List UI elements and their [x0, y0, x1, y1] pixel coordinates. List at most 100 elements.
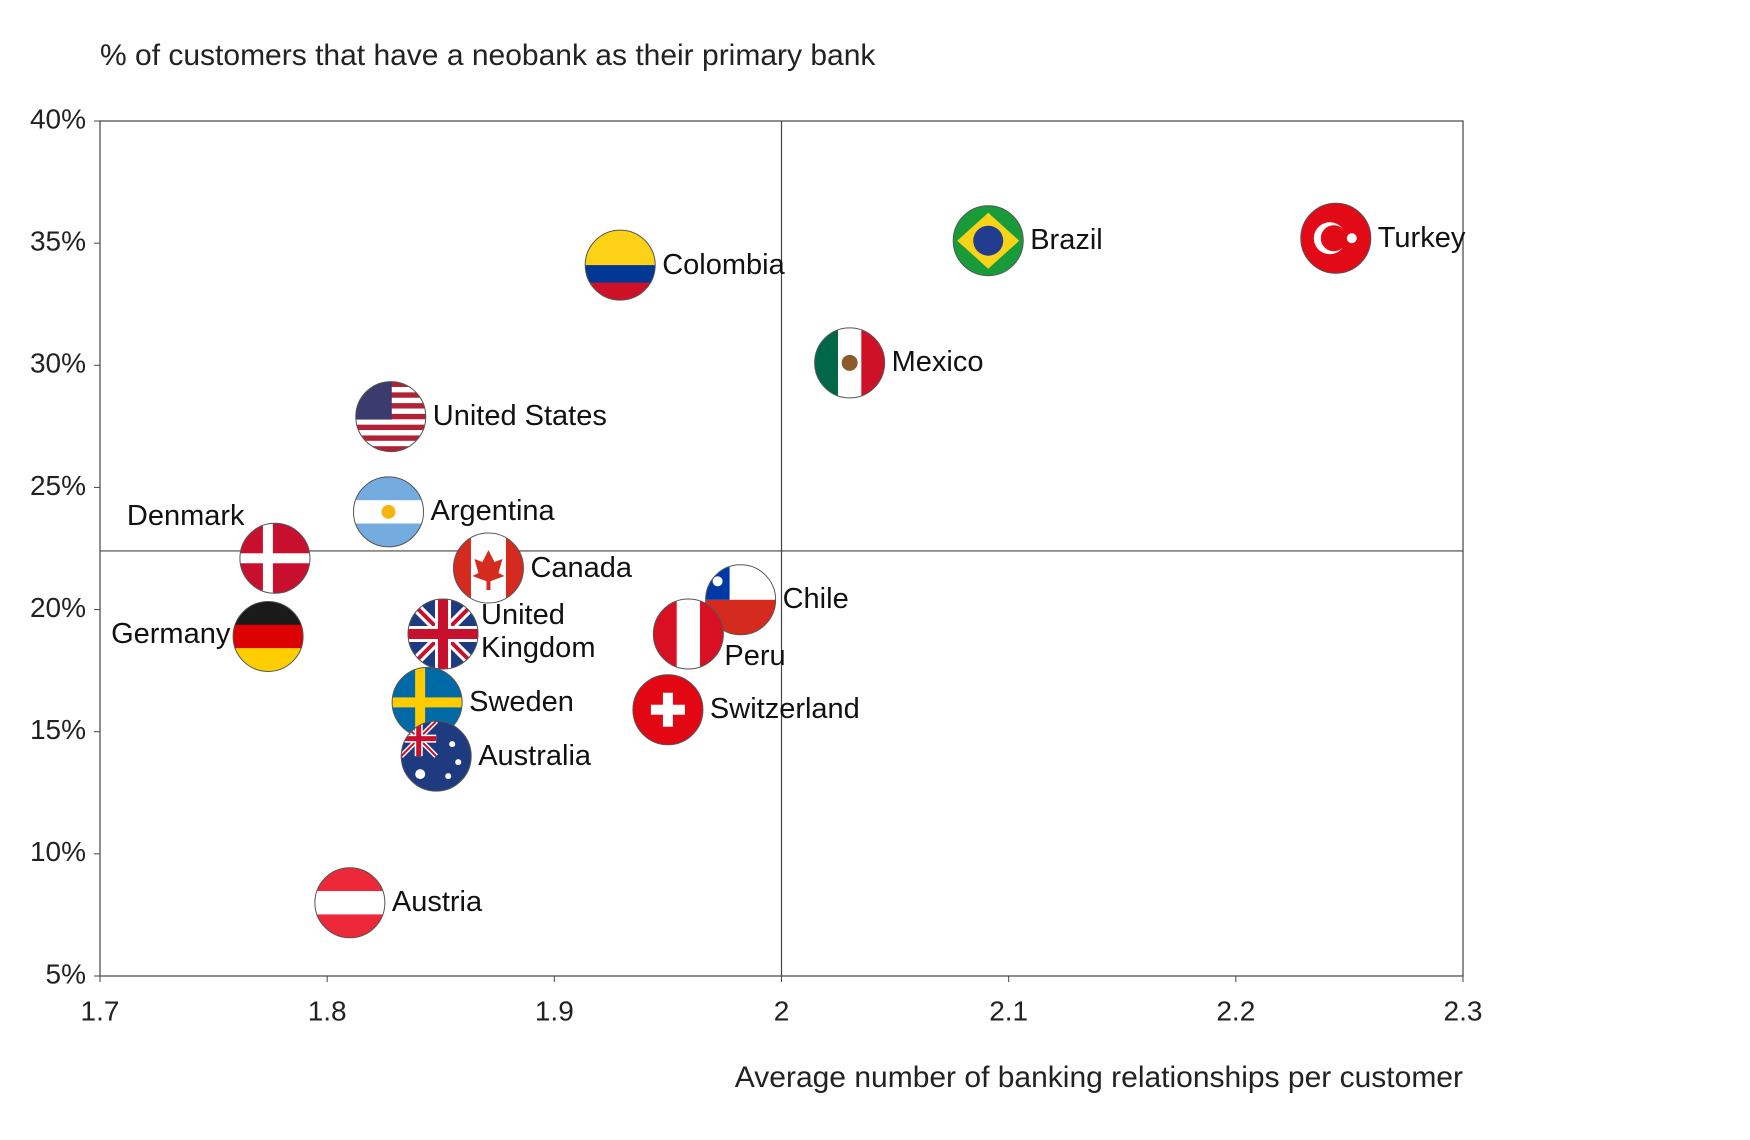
x-tick-label: 2.3 [1444, 995, 1483, 1026]
flag-part [355, 424, 426, 431]
point-label: Mexico [891, 346, 984, 379]
point [652, 598, 724, 670]
flag-part [453, 533, 472, 604]
x-tick-label: 1.8 [308, 995, 347, 1026]
flag-part [700, 599, 724, 669]
x-tick-label: 1.9 [535, 995, 574, 1026]
y-tick-label: 35% [30, 226, 86, 257]
flag-part [973, 225, 1004, 256]
flag-part [355, 446, 426, 452]
flag-part [676, 599, 701, 669]
point [452, 532, 524, 604]
y-tick-label: 15% [30, 714, 86, 745]
flag-part [314, 867, 385, 892]
flag-outline [1300, 202, 1372, 274]
point-label: Canada [530, 551, 633, 584]
point [353, 476, 425, 548]
flag-outline [652, 598, 724, 670]
flag-part [455, 759, 462, 766]
flag-part [1320, 225, 1347, 252]
flag-part [233, 601, 304, 626]
flag [1300, 203, 1371, 274]
y-tick-label: 40% [30, 103, 86, 134]
flag-outline [814, 327, 886, 399]
flag-part [233, 624, 304, 649]
point [314, 867, 386, 939]
flag-part [662, 692, 673, 727]
flag [814, 327, 885, 398]
flag-part [355, 440, 426, 447]
flag [632, 674, 703, 745]
y-tick-label: 30% [30, 348, 86, 379]
x-tick-label: 2 [774, 995, 790, 1026]
point-label: Colombia [662, 248, 785, 281]
flag-part [1346, 233, 1357, 244]
flag-part [314, 891, 385, 915]
flag-canton [401, 721, 438, 758]
flag-outline [232, 600, 304, 672]
point [239, 522, 311, 594]
x-axis-title: Average number of banking relationships … [735, 1061, 1463, 1094]
y-tick-label: 20% [30, 592, 86, 623]
flag-part [486, 580, 491, 591]
flag-part [355, 381, 392, 420]
flag [401, 721, 472, 792]
flag-part [449, 741, 456, 748]
flag [239, 523, 310, 594]
point-label: Switzerland [709, 693, 860, 726]
flag-part [314, 914, 385, 938]
point [232, 600, 304, 672]
flag-part [861, 327, 885, 398]
point [407, 598, 479, 670]
point-label: Brazil [1030, 224, 1103, 257]
flag [233, 601, 304, 672]
flag-part [653, 599, 678, 669]
point-label: Sweden [469, 685, 574, 718]
point-label: Argentina [430, 495, 555, 528]
flag [653, 599, 724, 669]
flag-part [239, 553, 310, 564]
flag-outline [353, 476, 425, 548]
flag-part [415, 769, 426, 780]
flag-outline [314, 867, 386, 939]
flag-part [585, 230, 656, 266]
flag-part [712, 576, 723, 587]
flag-part [392, 697, 463, 708]
flag-part [438, 599, 449, 669]
flag-outline [407, 598, 479, 670]
flag-part [585, 265, 656, 284]
point-label: Germany [111, 617, 231, 650]
flag-part [355, 430, 426, 436]
y-tick-label: 25% [30, 470, 86, 501]
x-tick-label: 1.7 [81, 995, 120, 1026]
flag [314, 867, 385, 938]
point-label: Turkey [1377, 221, 1466, 254]
flag-part [262, 523, 273, 594]
flag-part [415, 667, 426, 738]
flag-part [505, 533, 524, 604]
flag-part [233, 648, 304, 672]
x-tick-label: 2.1 [989, 995, 1028, 1026]
flag [953, 205, 1024, 276]
flag-part [472, 550, 505, 583]
flag-part [585, 282, 656, 301]
point [632, 674, 704, 746]
flag-outline [632, 674, 704, 746]
point [584, 229, 656, 301]
flag-part [445, 773, 452, 780]
flag-part [416, 721, 422, 757]
flag-outline [452, 532, 524, 604]
point-label: Australia [478, 739, 592, 772]
point [814, 327, 886, 399]
flag-outline [239, 522, 311, 594]
flag [408, 599, 479, 669]
flag-outline [705, 564, 777, 636]
point [1300, 202, 1372, 274]
flag-part [841, 354, 858, 371]
flag-outline [355, 381, 427, 453]
flag [355, 381, 426, 452]
flag-part [814, 327, 839, 398]
flag-outline [584, 229, 656, 301]
